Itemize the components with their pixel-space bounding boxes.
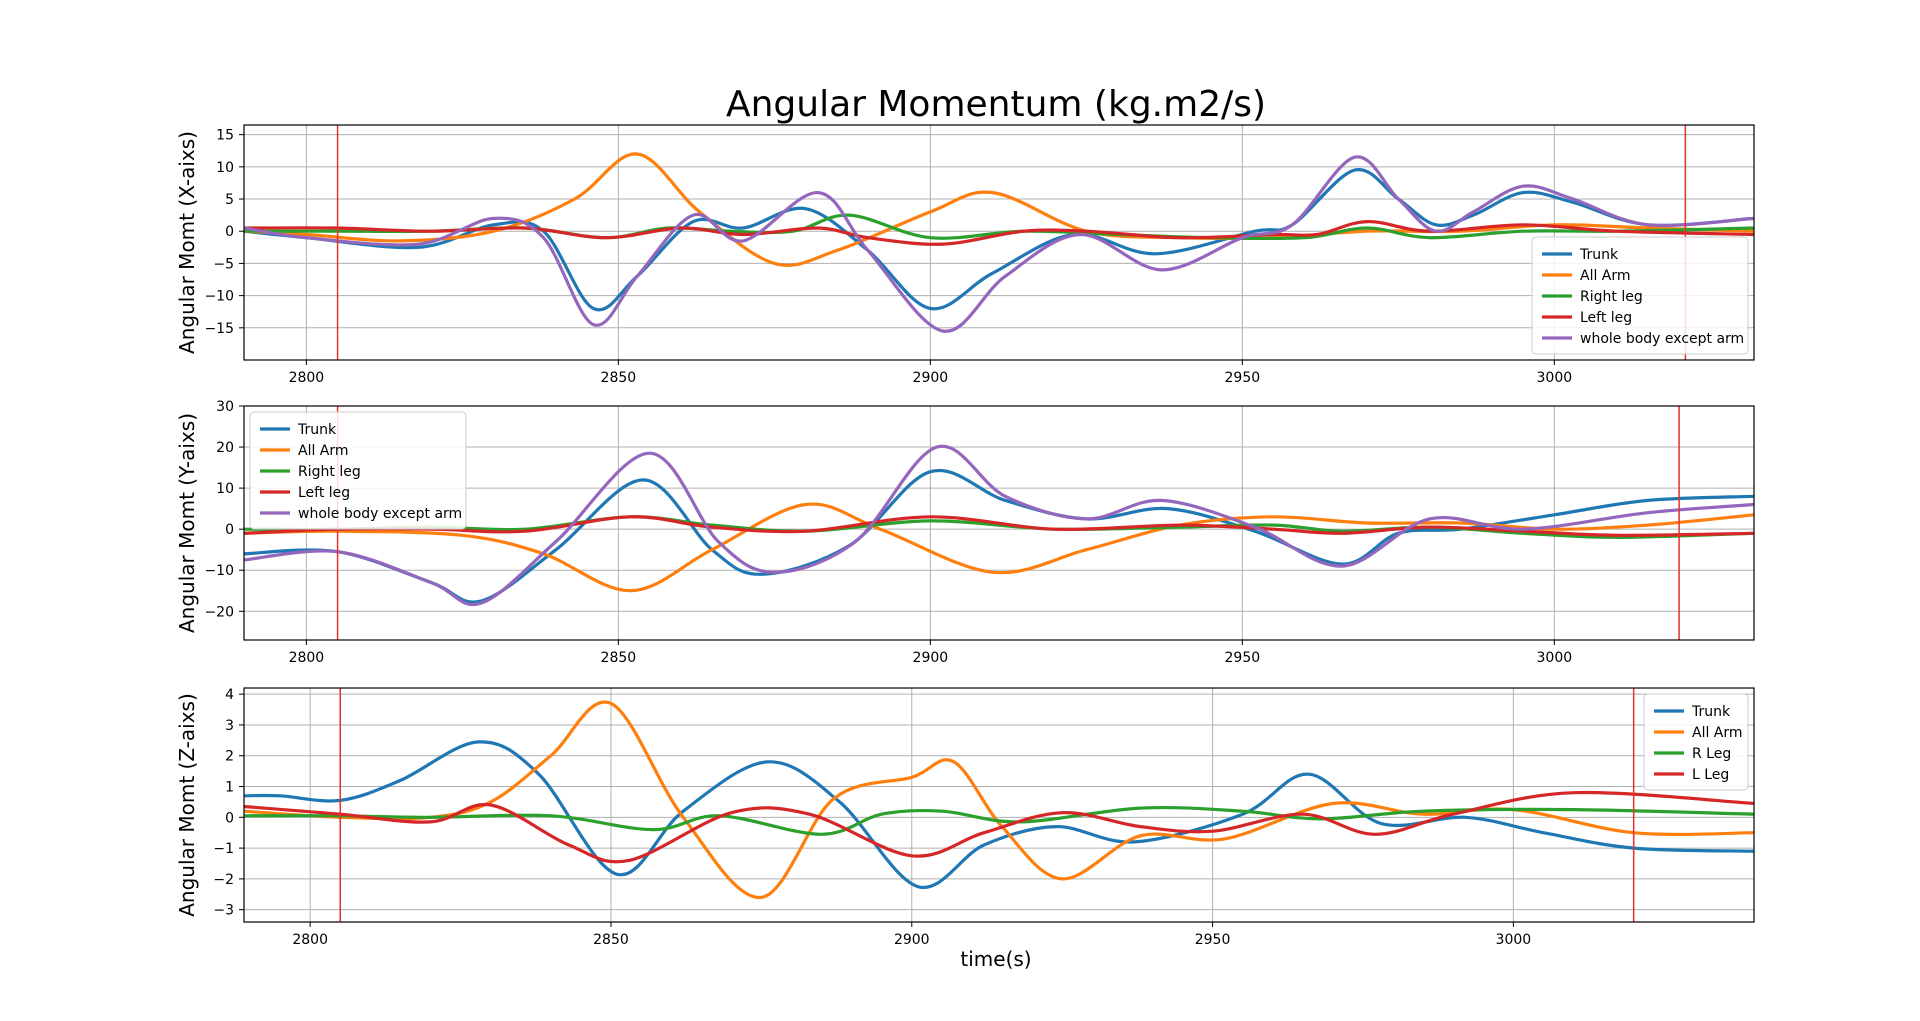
- series-line: [244, 740, 1754, 890]
- legend-entry: Left leg: [298, 485, 350, 501]
- legend-entry: Right leg: [1580, 289, 1643, 305]
- legend-entry: Right leg: [298, 464, 361, 480]
- y-tick-label: 0: [225, 224, 234, 240]
- x-tick-label: 2850: [601, 650, 637, 666]
- y-tick-label: 15: [216, 128, 234, 144]
- y-axis-label: Angular Momt (Z-aixs): [175, 693, 199, 917]
- y-tick-label: 3: [225, 718, 234, 734]
- series-line: [244, 700, 1754, 900]
- y-tick-label: 10: [216, 481, 234, 497]
- legend-entry: Trunk: [1579, 247, 1619, 263]
- y-tick-label: 1: [225, 780, 234, 796]
- series-line: [244, 790, 1754, 864]
- series-line: [244, 168, 1754, 312]
- plot-frame: [243, 687, 1755, 923]
- y-tick-label: 20: [216, 440, 234, 456]
- legend: Trunk All Arm Right leg Left leg whole body …: [249, 411, 467, 530]
- y-tick-label: −10: [204, 563, 234, 579]
- series-line: [244, 152, 1754, 267]
- series-line: [244, 502, 1754, 593]
- x-tick-label: 2900: [913, 370, 949, 386]
- chart-panel-y-axis: 2800 2850 2900 2950 3000 −20 −10 0 10 20 30 Angular…: [175, 399, 1755, 666]
- plot-frame: [243, 124, 1755, 361]
- y-tick-label: 2: [225, 749, 234, 765]
- y-axis-label: Angular Momt (X-aixs): [175, 131, 199, 354]
- legend-entry: All Arm: [298, 443, 349, 459]
- y-axis-label: Angular Momt (Y-aixs): [175, 413, 199, 633]
- series-line: [244, 444, 1754, 607]
- chart-panel-x-axis: 2800 2850 2900 2950 3000 −15 −10 −5 0 5 10 15 Angula…: [175, 124, 1755, 386]
- x-tick-label: 2950: [1225, 650, 1261, 666]
- plot-frame: [243, 405, 1755, 641]
- series-line: [244, 515, 1754, 537]
- y-tick-label: −20: [204, 604, 234, 620]
- y-tick-label: −10: [204, 289, 234, 305]
- x-tick-label: 2900: [894, 932, 930, 948]
- x-tick-label: 3000: [1496, 932, 1532, 948]
- legend: Trunk All Arm Right leg Left leg whole body …: [1531, 236, 1749, 355]
- y-tick-label: −15: [204, 321, 234, 337]
- legend-entry: All Arm: [1580, 268, 1631, 284]
- x-tick-label: 2800: [292, 932, 328, 948]
- x-tick-label: 2800: [289, 370, 325, 386]
- x-tick-label: 2850: [601, 370, 637, 386]
- x-tick-label: 3000: [1537, 650, 1573, 666]
- chart-panel-z-axis: 2800 2850 2900 2950 3000 −3 −2 −1 0 1 2 3 4 Angular M…: [175, 687, 1755, 948]
- x-tick-label: 2800: [289, 650, 325, 666]
- x-tick-label: 2850: [593, 932, 629, 948]
- series-line: [244, 155, 1754, 333]
- y-tick-label: −3: [213, 903, 234, 919]
- y-tick-label: −1: [213, 841, 234, 857]
- legend-entry: whole body except arm: [298, 506, 462, 522]
- legend-entry: Trunk: [297, 422, 337, 438]
- legend: Trunk All Arm R Leg L Leg: [1643, 693, 1749, 791]
- y-tick-label: 4: [225, 687, 234, 703]
- series-line: [244, 805, 1754, 836]
- legend-entry: Trunk: [1691, 704, 1731, 720]
- legend-entry: Left leg: [1580, 310, 1632, 326]
- y-tick-label: 0: [225, 810, 234, 826]
- y-tick-label: −5: [213, 256, 234, 272]
- x-tick-label: 3000: [1537, 370, 1573, 386]
- y-tick-label: 10: [216, 160, 234, 176]
- x-tick-label: 2950: [1225, 370, 1261, 386]
- x-tick-label: 2900: [913, 650, 949, 666]
- legend-entry: whole body except arm: [1580, 331, 1744, 347]
- y-tick-label: 5: [225, 192, 234, 208]
- y-tick-label: 0: [225, 522, 234, 538]
- figure-title: Angular Momentum (kg.m2/s): [726, 84, 1266, 125]
- y-tick-label: 30: [216, 399, 234, 415]
- legend-entry: All Arm: [1692, 725, 1743, 741]
- x-axis-label: time(s): [960, 947, 1031, 971]
- legend-entry: L Leg: [1692, 767, 1729, 783]
- y-tick-label: −2: [213, 872, 234, 888]
- x-tick-label: 2950: [1195, 932, 1231, 948]
- legend-entry: R Leg: [1692, 746, 1731, 762]
